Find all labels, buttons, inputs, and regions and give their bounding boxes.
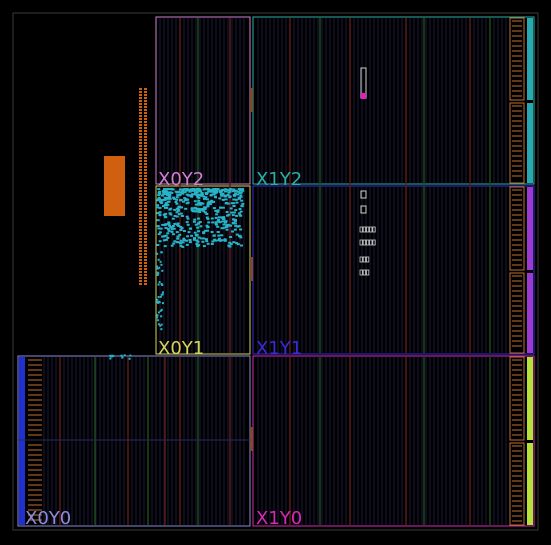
placed-cells xyxy=(109,188,245,360)
fabric-columns xyxy=(43,18,507,525)
small-cell-markers xyxy=(359,190,376,276)
device-outline xyxy=(12,12,539,531)
spine-marker-mid xyxy=(250,257,253,281)
spine-marker-bottom xyxy=(250,427,253,451)
placed-block-orange[interactable] xyxy=(104,156,125,216)
region-label-x0y1: X0Y1 xyxy=(158,338,204,359)
region-label-x0y0: X0Y0 xyxy=(25,508,71,529)
io-pin-strip xyxy=(139,88,147,285)
region-label-x1y0: X1Y0 xyxy=(256,508,302,529)
io-banks xyxy=(18,17,533,526)
region-label-x1y2: X1Y2 xyxy=(256,169,302,190)
region-label-x0y2: X0Y2 xyxy=(158,169,204,190)
region-label-x1y1: X1Y1 xyxy=(256,338,302,359)
spine-marker-top xyxy=(250,88,253,112)
magenta-marker[interactable] xyxy=(361,93,366,99)
